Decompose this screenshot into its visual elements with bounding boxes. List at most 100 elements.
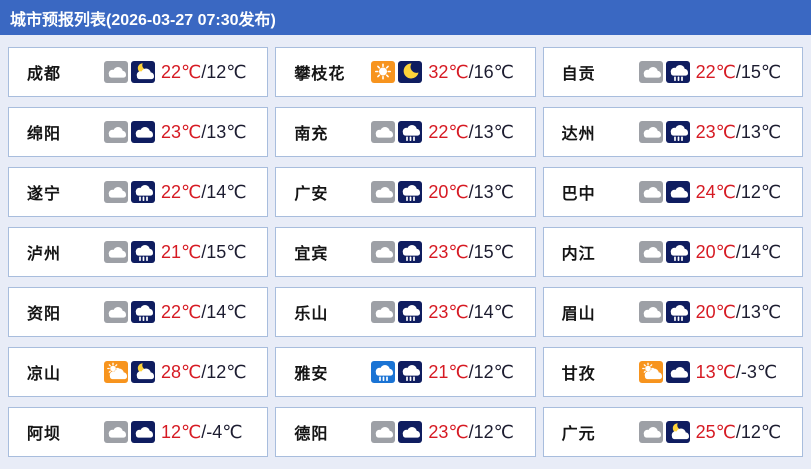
temperature-range: 12℃/-4℃	[161, 422, 242, 443]
night-weather-icon	[398, 121, 423, 143]
temperature-range: 20℃/14℃	[696, 242, 782, 263]
day-weather-icon	[371, 301, 396, 323]
day-weather-icon	[104, 181, 128, 203]
low-temp: /14℃	[201, 181, 247, 202]
city-forecast-cell: 广元	[542, 407, 803, 457]
night-weather-icon	[131, 301, 155, 323]
low-temp: /13℃	[468, 121, 514, 142]
city-name: 攀枝花	[294, 66, 346, 83]
day-weather-icon	[104, 121, 128, 143]
city-forecast-cell: 南充	[275, 107, 536, 157]
day-weather-icon	[371, 241, 396, 263]
night-weather-icon	[665, 121, 690, 143]
low-temp: /-4℃	[201, 421, 243, 442]
night-weather-icon	[131, 241, 155, 263]
day-weather-icon	[638, 301, 663, 323]
city-name: 广元	[561, 426, 596, 443]
city-name: 阿坝	[27, 426, 62, 443]
high-temp: 25℃	[695, 421, 736, 442]
night-weather-icon	[398, 361, 423, 383]
temperature-range: 28℃/12℃	[161, 362, 247, 383]
city-name: 遂宁	[27, 186, 62, 203]
night-weather-icon	[131, 421, 155, 443]
night-weather-icon	[131, 361, 155, 383]
night-weather-icon	[665, 61, 690, 83]
city-forecast-cell: 巴中	[542, 167, 803, 217]
night-weather-icon	[398, 421, 423, 443]
night-weather-icon	[398, 181, 423, 203]
city-forecast-cell: 广安	[275, 167, 536, 217]
temperature-range: 20℃/13℃	[428, 182, 514, 203]
high-temp: 22℃	[695, 61, 736, 82]
city-forecast-cell: 自贡	[542, 47, 803, 97]
day-weather-icon	[638, 421, 663, 443]
night-weather-icon	[398, 301, 423, 323]
temperature-range: 21℃/15℃	[161, 242, 247, 263]
temperature-range: 23℃/13℃	[696, 122, 782, 143]
temperature-range: 23℃/13℃	[161, 122, 247, 143]
day-weather-icon	[638, 121, 663, 143]
city-name: 凉山	[27, 366, 62, 383]
day-weather-icon	[638, 181, 663, 203]
night-weather-icon	[131, 121, 155, 143]
day-weather-icon	[371, 121, 396, 143]
low-temp: /14℃	[201, 301, 247, 322]
day-weather-icon	[638, 361, 663, 383]
day-weather-icon	[371, 421, 396, 443]
low-temp: /15℃	[201, 241, 247, 262]
city-name: 泸州	[27, 246, 62, 263]
night-weather-icon	[665, 241, 690, 263]
city-name: 成都	[27, 66, 62, 83]
night-weather-icon	[398, 61, 423, 83]
temperature-range: 24℃/12℃	[696, 182, 782, 203]
temperature-range: 22℃/13℃	[428, 122, 514, 143]
low-temp: /13℃	[468, 181, 514, 202]
high-temp: 24℃	[695, 181, 736, 202]
day-weather-icon	[371, 361, 396, 383]
city-name: 雅安	[294, 366, 329, 383]
page-title: 城市预报列表(2026-03-27 07:30发布)	[10, 11, 276, 29]
day-weather-icon	[104, 301, 128, 323]
city-forecast-cell: 甘孜	[542, 347, 803, 397]
low-temp: /13℃	[735, 121, 782, 142]
low-temp: /13℃	[735, 301, 782, 322]
low-temp: /12℃	[201, 61, 247, 82]
temperature-range: 22℃/14℃	[161, 302, 247, 323]
forecast-grid: 成都	[0, 35, 811, 467]
city-name: 广安	[294, 186, 329, 203]
day-weather-icon	[104, 361, 128, 383]
city-forecast-cell: 资阳	[8, 287, 269, 337]
night-weather-icon	[665, 181, 690, 203]
low-temp: /16℃	[468, 61, 514, 82]
temperature-range: 32℃/16℃	[428, 62, 514, 83]
city-forecast-cell: 成都	[8, 47, 269, 97]
day-weather-icon	[371, 181, 396, 203]
temperature-range: 23℃/15℃	[428, 242, 514, 263]
city-name: 甘孜	[561, 366, 596, 383]
temperature-range: 23℃/12℃	[428, 422, 514, 443]
city-name: 内江	[561, 246, 596, 263]
city-forecast-cell: 遂宁	[8, 167, 269, 217]
low-temp: /-3℃	[735, 361, 778, 382]
high-temp: 20℃	[695, 301, 736, 322]
city-name: 绵阳	[27, 126, 62, 143]
high-temp: 21℃	[161, 241, 202, 262]
night-weather-icon	[665, 361, 690, 383]
city-forecast-cell: 德阳	[275, 407, 536, 457]
day-weather-icon	[104, 421, 128, 443]
low-temp: /12℃	[735, 421, 782, 442]
low-temp: /12℃	[468, 421, 514, 442]
city-name: 乐山	[294, 306, 329, 323]
low-temp: /14℃	[468, 301, 514, 322]
high-temp: 22℃	[161, 181, 202, 202]
city-forecast-cell: 达州	[542, 107, 803, 157]
city-forecast-cell: 乐山	[275, 287, 536, 337]
night-weather-icon	[665, 301, 690, 323]
night-weather-icon	[131, 61, 155, 83]
high-temp: 20℃	[428, 181, 469, 202]
temperature-range: 23℃/14℃	[428, 302, 514, 323]
day-weather-icon	[104, 241, 128, 263]
high-temp: 12℃	[161, 421, 202, 442]
high-temp: 32℃	[428, 61, 469, 82]
temperature-range: 22℃/14℃	[161, 182, 247, 203]
